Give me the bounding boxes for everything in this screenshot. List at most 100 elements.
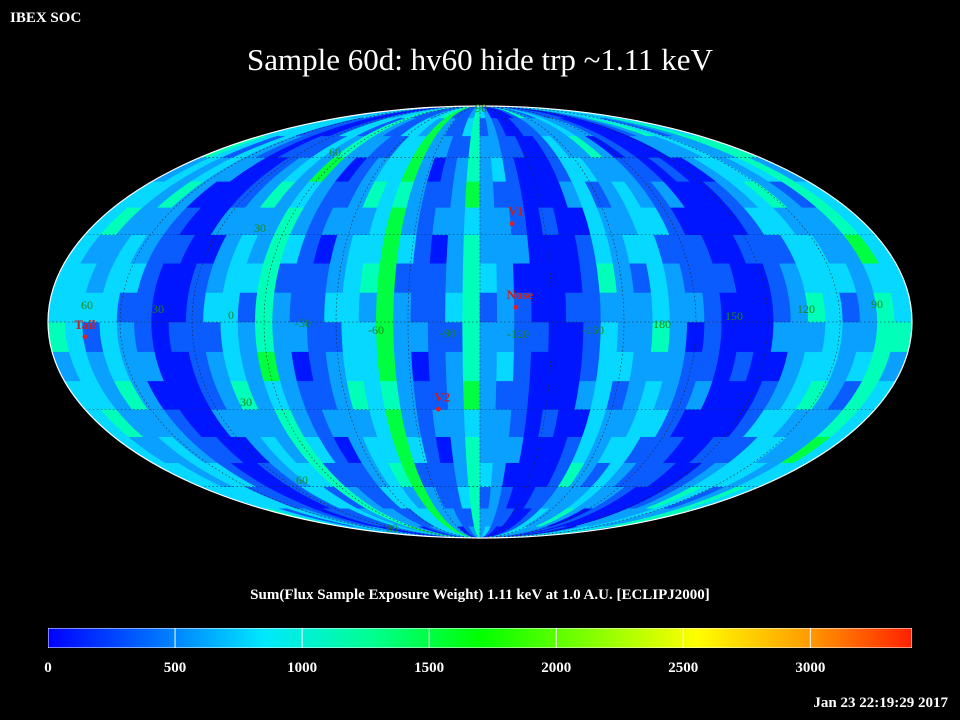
flux-pixel <box>565 292 585 323</box>
colorbar-tick-label: 0 <box>44 660 52 676</box>
flux-pixel <box>448 408 466 438</box>
marker-label-tail: Tail <box>74 317 96 332</box>
longitude-label: -120 <box>507 327 529 341</box>
marker-label-nose: Nose <box>507 287 534 302</box>
colorbar-title: Sum(Flux Sample Exposure Weight) 1.11 ke… <box>250 587 710 603</box>
colorbar-tick-label: 2500 <box>668 660 699 676</box>
latitude-label: 60 <box>329 145 341 159</box>
flux-pixel <box>358 292 378 323</box>
flux-pixel <box>496 351 515 382</box>
flux-pixel <box>702 321 723 352</box>
flux-pixel <box>565 321 585 352</box>
colorbar-tick-label: 2000 <box>541 660 572 676</box>
flux-pixel <box>494 408 512 438</box>
flux-pixel <box>237 292 258 323</box>
flux-pixel <box>445 351 464 382</box>
marker-label-v1: V1 <box>508 204 524 219</box>
flux-pixel <box>203 292 224 323</box>
flux-pixel <box>822 321 844 352</box>
flux-pixel <box>479 462 494 488</box>
marker-dot <box>435 406 441 412</box>
flux-pixel <box>168 292 190 323</box>
flux-pixel <box>531 292 550 323</box>
flux-pixel <box>479 207 497 235</box>
flux-pixel <box>462 351 481 382</box>
flux-pixel <box>548 292 567 323</box>
colorbar-tick-label: 1500 <box>414 660 445 676</box>
flux-pixel <box>168 321 190 352</box>
flux-pixel <box>495 380 514 410</box>
longitude-label: 90 <box>871 297 883 311</box>
flux-pixel <box>255 321 275 352</box>
flux-pixel <box>220 321 241 352</box>
flux-pixel <box>185 321 207 352</box>
corner-label: IBEX SOC <box>10 10 82 26</box>
longitude-label: -30 <box>295 316 311 330</box>
flux-pixel <box>394 351 414 382</box>
latitude-label: 90 <box>475 101 487 115</box>
flux-pixel <box>466 462 481 488</box>
flux-pixel <box>375 292 395 323</box>
longitude-label: -60 <box>368 323 384 337</box>
flux-pixel <box>479 234 497 264</box>
colorbar-tick-label: 500 <box>163 660 187 676</box>
flux-pixel <box>462 321 481 352</box>
flux-pixel <box>445 292 464 323</box>
flux-pixel <box>203 321 224 352</box>
longitude-label: -90 <box>440 326 456 340</box>
longitude-label: 0 <box>228 308 234 322</box>
flux-pixel <box>770 292 792 323</box>
flux-pixel <box>787 321 809 352</box>
flux-pixel <box>429 234 449 264</box>
flux-pixel <box>428 262 448 293</box>
flux-pixel <box>448 207 466 235</box>
flux-pixel <box>427 292 447 323</box>
flux-pixel <box>562 262 584 293</box>
flux-pixel <box>393 321 412 352</box>
flux-pixel <box>359 351 381 382</box>
flux-pixel <box>479 321 498 352</box>
flux-pixel <box>685 292 705 323</box>
flux-pixel <box>822 292 844 323</box>
flux-pixel <box>462 262 481 293</box>
flux-pixel <box>616 292 636 323</box>
flux-pixel <box>511 380 531 410</box>
flux-pixel <box>272 321 293 352</box>
flux-pixel <box>432 408 452 438</box>
flux-pixel <box>753 321 775 352</box>
map-outline <box>47 105 913 539</box>
marker-dot <box>509 221 515 227</box>
colorbar <box>48 628 912 648</box>
longitude-label: 150 <box>725 309 743 323</box>
flux-pixel <box>479 262 498 293</box>
longitude-label: 30 <box>152 302 164 316</box>
flux-pixel <box>511 234 531 264</box>
flux-pixel <box>463 408 481 438</box>
longitude-label: 180 <box>653 317 671 331</box>
flux-pixel <box>736 321 757 352</box>
colorbar-tick-label: 3000 <box>795 660 826 676</box>
flux-pixel <box>413 234 433 264</box>
flux-pixel <box>479 157 494 182</box>
flux-pixel <box>272 292 293 323</box>
flux-pixel <box>667 292 688 323</box>
flux-pixel <box>667 321 688 352</box>
flux-pixel <box>341 292 361 323</box>
flux-pixel <box>479 380 497 410</box>
flux-pixel <box>633 292 654 323</box>
timestamp: Jan 23 22:19:29 2017 <box>813 695 948 711</box>
flux-pixel <box>324 292 344 323</box>
flux-pixel <box>479 181 495 208</box>
marker-label-v2: V2 <box>434 389 450 404</box>
flux-pixel <box>495 234 514 264</box>
flux-pixel <box>450 181 468 208</box>
flux-pixel <box>359 262 381 293</box>
flux-pixel <box>548 321 567 352</box>
flux-pixel <box>445 262 464 293</box>
flux-pixel <box>529 351 549 382</box>
flux-pixel <box>341 321 361 352</box>
map-title: Sample 60d: hv60 hide trp ~1.11 keV <box>247 42 713 77</box>
flux-pixel <box>376 262 398 293</box>
meridian-line <box>119 106 481 538</box>
